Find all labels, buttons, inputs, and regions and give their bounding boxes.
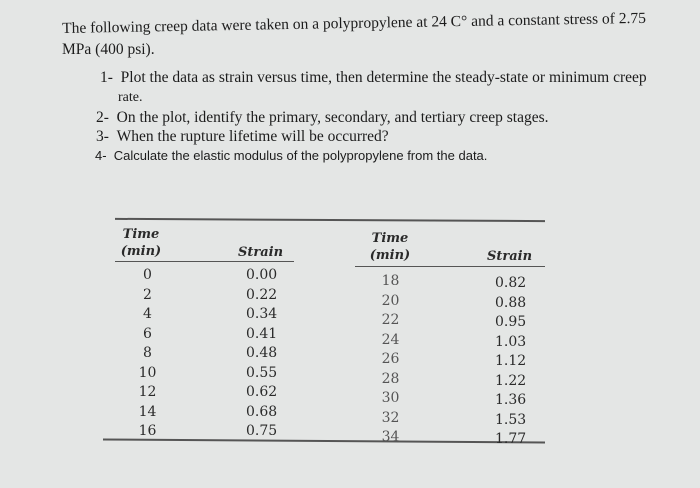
table-cell: 10 bbox=[138, 364, 157, 381]
table-cell: 1.03 bbox=[495, 333, 527, 350]
question-3: 3- When the rupture lifetime will be occ… bbox=[96, 128, 389, 146]
table-cell: 1.36 bbox=[495, 392, 527, 408]
question-number: 4- bbox=[95, 148, 107, 163]
table-cell: 0 bbox=[143, 267, 152, 283]
table-cell: 30 bbox=[381, 390, 400, 406]
right-time-header: Time (min) bbox=[365, 230, 415, 264]
table-cell: 28 bbox=[381, 370, 400, 387]
table-cell: 1.12 bbox=[495, 353, 527, 369]
question-4: 4- Calculate the elastic modulus of the … bbox=[95, 148, 487, 163]
left-strain-column: 0.00 0.22 0.34 0.41 0.48 0.55 0.62 0.68 0.75 bbox=[246, 266, 277, 442]
table-cell: 18 bbox=[381, 273, 400, 289]
right-strain-column: 0.82 0.88 0.95 1.03 1.12 1.22 1.36 1.53 1.77 bbox=[495, 274, 526, 450]
left-header-rule bbox=[115, 261, 294, 262]
table-cell: 34 bbox=[381, 429, 400, 445]
table-cell: 0.41 bbox=[246, 325, 278, 342]
table-cell: 0.34 bbox=[246, 306, 278, 322]
question-2: 2- On the plot, identify the primary, se… bbox=[96, 109, 549, 127]
intro-line-1: The following creep data were taken on a… bbox=[62, 9, 647, 37]
table-top-rule bbox=[114, 217, 546, 222]
header-line: Time bbox=[371, 231, 409, 246]
right-time-column: 18 20 22 24 26 28 30 32 34 bbox=[363, 272, 418, 448]
header-line: Time bbox=[122, 227, 160, 242]
question-1: 1- Plot the data as strain versus time, … bbox=[100, 69, 647, 87]
left-time-header: Time (min) bbox=[115, 226, 167, 260]
left-time-column: 0 2 4 6 8 10 12 14 16 bbox=[120, 266, 175, 442]
table-cell: 26 bbox=[381, 351, 400, 367]
table-cell: 0.48 bbox=[246, 345, 278, 361]
table-cell: 0.95 bbox=[495, 314, 527, 330]
right-strain-header: Strain bbox=[487, 249, 533, 264]
question-text: Calculate the elastic modulus of the pol… bbox=[113, 148, 488, 163]
header-line: (min) bbox=[120, 244, 162, 259]
table-cell: 1.77 bbox=[495, 431, 527, 447]
table-cell: 0.00 bbox=[246, 267, 278, 283]
table-cell: 32 bbox=[381, 409, 400, 426]
table-cell: 0.55 bbox=[246, 364, 278, 381]
table-cell: 1.22 bbox=[495, 372, 527, 389]
question-1-continued: rate. bbox=[118, 90, 143, 105]
table-cell: 6 bbox=[143, 325, 152, 342]
table-cell: 16 bbox=[138, 423, 157, 439]
table-cell: 22 bbox=[381, 312, 400, 328]
left-strain-header: Strain bbox=[238, 245, 284, 260]
table-cell: 0.68 bbox=[246, 403, 278, 420]
table-cell: 0.75 bbox=[246, 423, 278, 439]
table-cell: 20 bbox=[381, 292, 400, 309]
table-cell: 2 bbox=[143, 286, 152, 303]
table-cell: 12 bbox=[138, 384, 157, 400]
right-header-rule bbox=[355, 266, 545, 267]
table-cell: 0.62 bbox=[246, 384, 278, 400]
question-number: 1- bbox=[100, 69, 113, 86]
table-cell: 0.82 bbox=[495, 275, 527, 291]
table-cell: 14 bbox=[138, 403, 157, 420]
table-cell: 0.22 bbox=[246, 286, 278, 303]
table-cell: 4 bbox=[143, 306, 152, 322]
question-text: When the rupture lifetime will be occurr… bbox=[116, 128, 389, 145]
table-cell: 8 bbox=[143, 345, 152, 361]
question-number: 3- bbox=[96, 128, 109, 145]
intro-line-2: MPa (400 psi). bbox=[62, 41, 155, 58]
question-text: On the plot, identify the primary, secon… bbox=[116, 109, 549, 126]
question-text: Plot the data as strain versus time, the… bbox=[120, 69, 647, 86]
table-cell: 24 bbox=[381, 331, 400, 348]
table-cell: 1.53 bbox=[495, 411, 527, 428]
table-cell: 0.88 bbox=[495, 294, 527, 311]
question-number: 2- bbox=[96, 109, 109, 126]
header-line: (min) bbox=[369, 248, 411, 263]
